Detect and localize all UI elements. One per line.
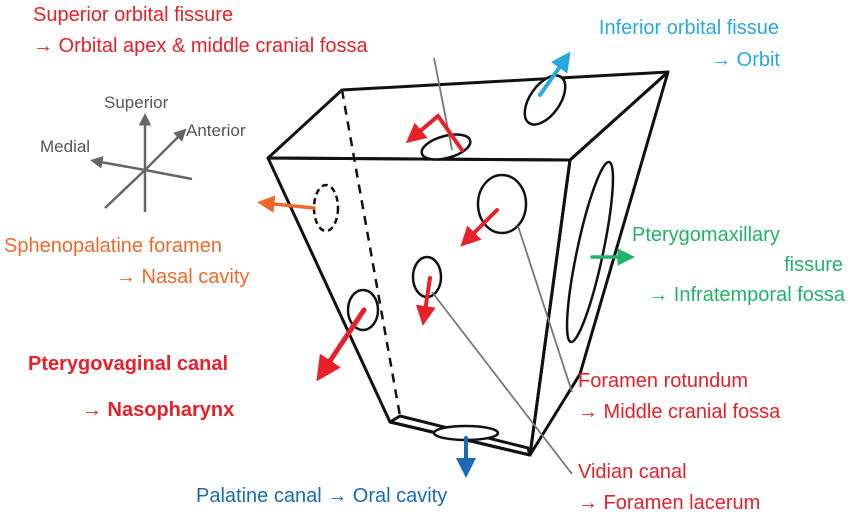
pterygomaxillary-label-1: Pterygomaxillary bbox=[632, 224, 780, 246]
hidden-edge bbox=[340, 89, 402, 417]
block-right-face bbox=[528, 70, 670, 457]
inferior-orbital-fissure-opening bbox=[523, 74, 567, 126]
orientation-axes: Superior Anterior Medial bbox=[40, 93, 246, 212]
vidian-arrow bbox=[415, 276, 436, 326]
rotundum-label-1: Foramen rotundum bbox=[578, 370, 748, 392]
medial-axis-label: Medial bbox=[40, 137, 90, 156]
vidian-label-2: → Foramen lacerum bbox=[578, 492, 760, 514]
leader-lines bbox=[431, 57, 573, 475]
pterygovaginal-label-1: Pterygovaginal canal bbox=[28, 353, 228, 375]
sphenopalatine-arrow bbox=[257, 195, 316, 213]
superior-orbital-fissure-opening bbox=[420, 133, 472, 161]
vidian-leader bbox=[431, 291, 573, 475]
superior-orbital-label-1: Superior orbital fissure bbox=[33, 4, 233, 26]
pterygovaginal-arrow bbox=[316, 307, 367, 382]
anterior-axis-label: Anterior bbox=[186, 121, 246, 140]
medial-axis-tail bbox=[144, 168, 193, 181]
rotundum-leader bbox=[517, 225, 573, 393]
rotundum-label-2: → Middle cranial fossa bbox=[578, 401, 781, 423]
inferior-orbital-arrow bbox=[538, 51, 571, 97]
pterygomaxillary-label-2: fissure bbox=[784, 254, 843, 276]
pterygomaxillary-label-3: → Infratemporal fossa bbox=[648, 284, 846, 306]
sphenopalatine-label-1: Sphenopalatine foramen bbox=[4, 235, 222, 257]
inferior-orbital-label-1: Inferior orbital fissue bbox=[599, 17, 779, 39]
palatine-label: Palatine canal → Oral cavity bbox=[196, 485, 447, 507]
superior-axis-label: Superior bbox=[104, 93, 169, 112]
labels: Superior orbital fissure → Orbital apex … bbox=[4, 4, 846, 514]
direction-arrows bbox=[257, 51, 635, 478]
superior-orbital-arrow bbox=[405, 113, 464, 152]
pterygomaxillary-fissure-opening bbox=[565, 160, 615, 344]
inferior-orbital-label-2: → Orbit bbox=[711, 49, 780, 71]
rotundum-arrow bbox=[460, 208, 499, 247]
pterygovaginal-label-2: → Nasopharynx bbox=[82, 399, 234, 421]
vidian-label-1: Vidian canal bbox=[578, 461, 687, 483]
foramina bbox=[312, 74, 615, 442]
medial-axis bbox=[90, 156, 146, 172]
superior-orbital-label-2: → Orbital apex & middle cranial fossa bbox=[33, 35, 368, 57]
anterior-axis bbox=[144, 128, 187, 171]
anterior-axis-tail bbox=[104, 169, 146, 209]
sphenopalatine-label-2: → Nasal cavity bbox=[116, 266, 249, 288]
block-bottom-face bbox=[388, 414, 532, 457]
fossa-block bbox=[266, 70, 670, 457]
sphenopalatine-foramen-opening bbox=[312, 183, 340, 233]
